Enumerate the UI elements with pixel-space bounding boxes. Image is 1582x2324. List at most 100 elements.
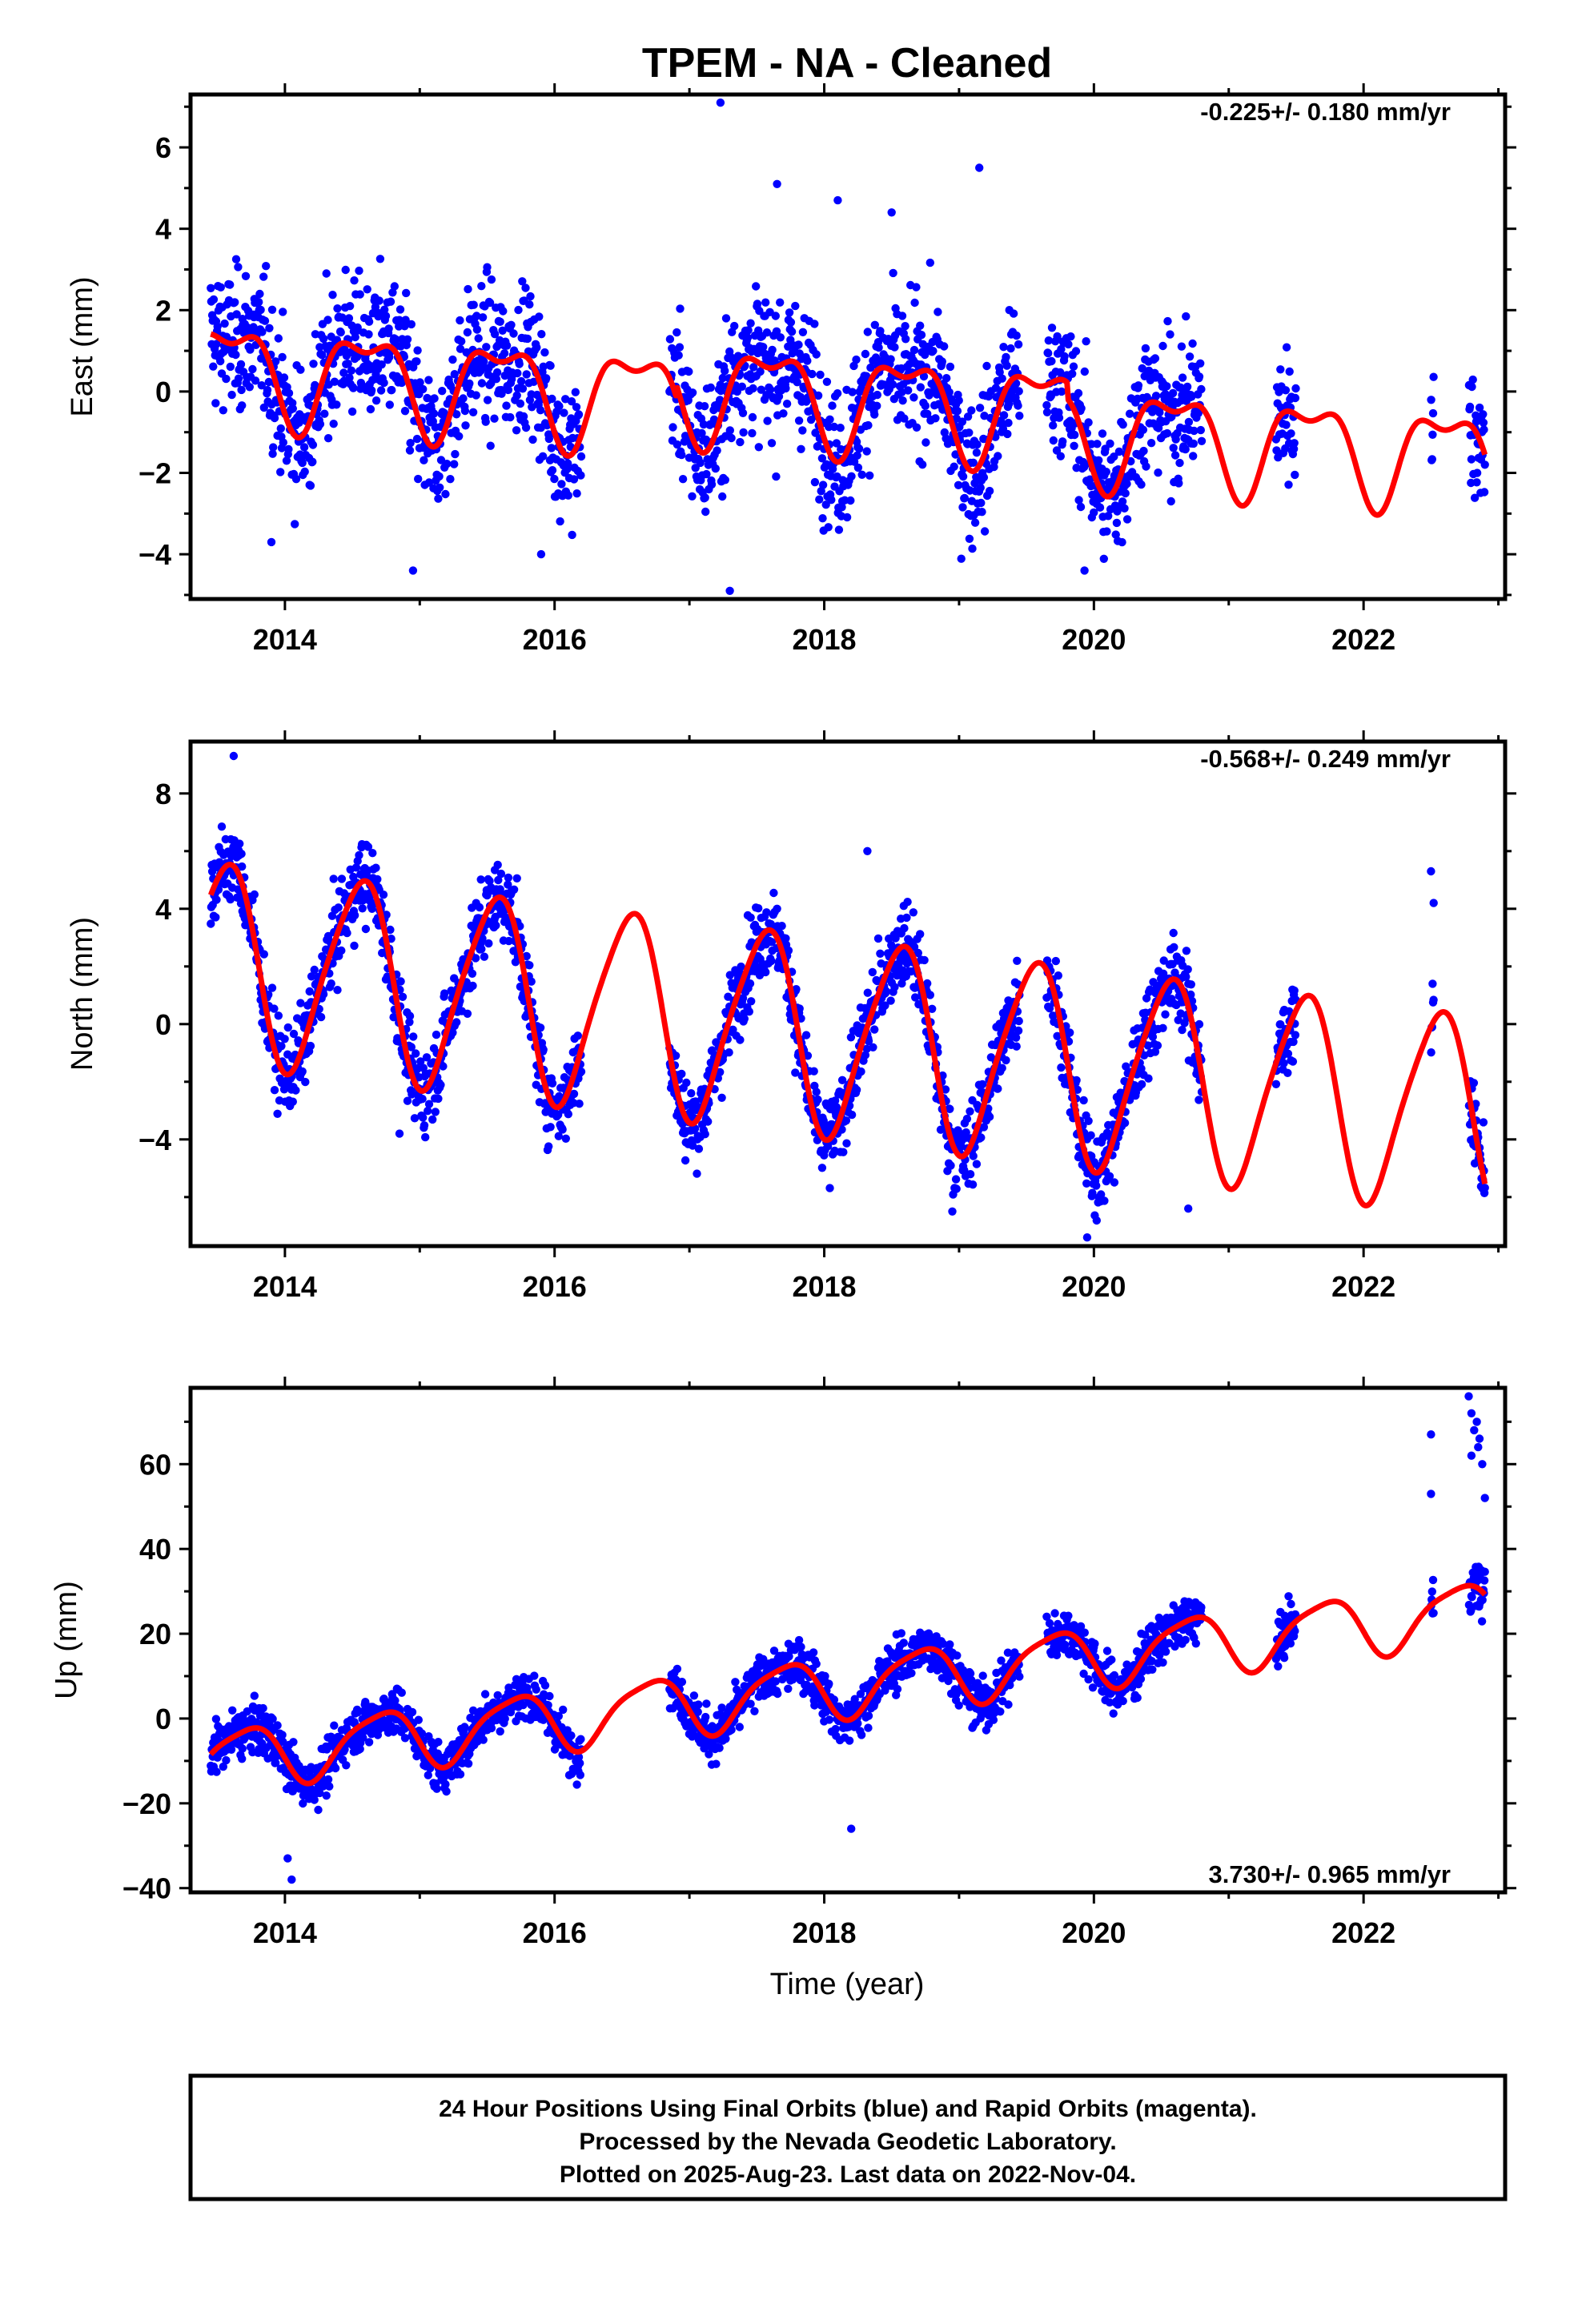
data-point: [815, 495, 824, 504]
data-point: [434, 494, 443, 503]
data-point: [569, 1089, 579, 1099]
data-point: [816, 370, 825, 380]
data-point: [1095, 503, 1105, 512]
data-point: [890, 983, 899, 991]
data-point: [376, 386, 386, 395]
data-point: [1154, 468, 1162, 477]
data-point: [395, 316, 404, 324]
data-point: [1086, 1131, 1095, 1140]
data-point: [918, 460, 927, 469]
data-point: [917, 331, 926, 340]
data-point: [413, 346, 422, 355]
data-point: [801, 1031, 811, 1039]
data-point: [839, 1148, 848, 1156]
data-point: [350, 941, 359, 951]
data-point: [909, 393, 918, 402]
data-point: [941, 1085, 950, 1094]
data-point: [231, 350, 240, 360]
data-point: [371, 863, 380, 872]
data-point: [474, 334, 483, 343]
data-point: [1118, 420, 1127, 429]
y-tick-label: −2: [139, 457, 171, 490]
data-point: [756, 367, 765, 376]
data-point: [923, 979, 932, 988]
data-point: [391, 335, 400, 344]
data-point: [439, 1062, 448, 1071]
data-point: [736, 1035, 745, 1044]
data-point: [364, 1738, 374, 1747]
data-point: [926, 991, 935, 999]
data-point: [420, 456, 428, 464]
data-point: [881, 1001, 889, 1010]
data-point: [396, 977, 405, 986]
data-point: [298, 458, 307, 468]
data-point: [975, 404, 985, 412]
data-point: [797, 444, 805, 453]
data-point: [1070, 430, 1079, 440]
data-point: [403, 1096, 412, 1105]
data-point: [1082, 1179, 1091, 1188]
data-point: [546, 1123, 555, 1132]
data-point: [301, 1077, 310, 1087]
data-point: [952, 1184, 961, 1193]
data-point: [1058, 437, 1067, 446]
data-point: [1181, 444, 1190, 454]
data-point: [398, 992, 408, 1002]
data-point: [207, 283, 215, 292]
outlier-point: [716, 99, 725, 107]
data-point: [416, 378, 424, 387]
data-point: [718, 373, 727, 383]
data-point: [980, 527, 990, 536]
data-point: [342, 1761, 351, 1770]
data-point: [771, 312, 780, 320]
data-point: [355, 290, 364, 299]
data-point: [1176, 1009, 1185, 1018]
data-point: [1271, 1080, 1281, 1089]
data-point: [1137, 480, 1146, 489]
data-point: [873, 390, 882, 400]
data-point: [556, 517, 564, 526]
data-point: [671, 1051, 681, 1060]
data-point: [1182, 947, 1191, 955]
data-point: [457, 337, 466, 346]
data-point: [853, 463, 863, 472]
data-point: [265, 324, 274, 332]
data-point: [386, 925, 395, 935]
data-point: [468, 408, 478, 416]
y-tick-label: 0: [155, 1008, 171, 1041]
data-point: [842, 1139, 851, 1148]
data-point: [794, 340, 803, 349]
data-point: [576, 1759, 584, 1767]
data-point: [330, 1721, 339, 1730]
data-point: [773, 904, 781, 914]
data-point: [565, 1751, 574, 1760]
data-point: [554, 1711, 563, 1721]
data-point: [493, 860, 502, 870]
data-point: [1178, 1025, 1186, 1035]
data-point: [418, 1095, 427, 1104]
x-tick-label: 2022: [1331, 623, 1395, 656]
data-point: [576, 1771, 584, 1779]
data-point: [929, 347, 938, 356]
data-point: [1014, 1016, 1023, 1026]
data-point: [238, 1744, 247, 1753]
data-point: [817, 454, 827, 463]
data-point: [1479, 410, 1488, 419]
data-point: [243, 1707, 251, 1716]
data-point: [1076, 502, 1086, 512]
data-point: [432, 1030, 441, 1039]
data-point: [246, 345, 255, 354]
data-point: [847, 472, 856, 480]
data-point: [435, 472, 444, 481]
data-point: [512, 391, 521, 400]
data-point: [888, 380, 897, 389]
data-point: [259, 950, 268, 959]
data-point: [673, 440, 682, 449]
data-point: [209, 295, 219, 304]
data-point: [1291, 384, 1300, 393]
data-point: [705, 1750, 713, 1759]
data-point: [848, 388, 857, 396]
data-point: [782, 376, 791, 384]
data-point: [889, 268, 897, 278]
x-tick-label: 2018: [792, 623, 856, 656]
